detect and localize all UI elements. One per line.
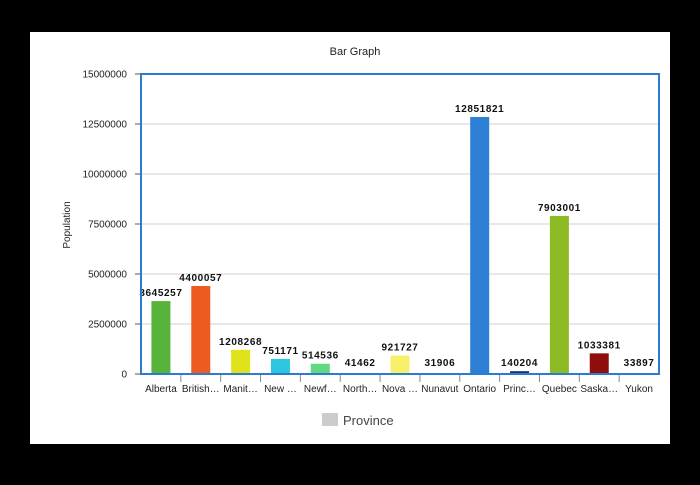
bar xyxy=(589,353,609,374)
bar-chart: Bar Graph Population 0 2500000 5000000 7500… xyxy=(62,46,660,428)
y-tick-label: 15000000 xyxy=(83,70,128,81)
data-label: 921727 xyxy=(382,343,419,354)
data-label: 41462 xyxy=(345,358,376,369)
x-category-label: Alberta xyxy=(145,384,177,395)
data-label: 514536 xyxy=(302,351,339,362)
bar xyxy=(549,215,569,374)
x-category-label: Yukon xyxy=(625,384,653,395)
y-tick-label: 5000000 xyxy=(88,270,127,281)
x-category-label: Nunavut xyxy=(421,384,458,395)
data-label: 33897 xyxy=(624,358,655,369)
y-tick-label: 12500000 xyxy=(83,120,128,131)
x-category-label: Ontario xyxy=(463,384,496,395)
bar xyxy=(470,116,490,375)
x-category-label: Quebec xyxy=(542,384,577,395)
x-category-label: Nova … xyxy=(382,384,418,395)
legend-label: Province xyxy=(343,413,394,428)
data-label: 3645257 xyxy=(139,288,182,299)
bar xyxy=(270,358,290,374)
bar xyxy=(510,371,530,374)
x-axis-categories: Alberta British… Manit… New … Newf… North… Nov… xyxy=(141,373,659,395)
y-tick-label: 10000000 xyxy=(83,170,128,181)
legend: Province xyxy=(322,413,394,428)
x-category-label: New … xyxy=(264,384,297,395)
data-label: 7903001 xyxy=(538,203,581,214)
bar xyxy=(310,363,330,374)
data-label: 31906 xyxy=(424,358,455,369)
legend-swatch xyxy=(322,413,338,426)
x-category-label: North… xyxy=(343,384,377,395)
bar xyxy=(390,355,410,374)
data-label: 140204 xyxy=(501,358,538,369)
bar xyxy=(231,349,251,374)
y-axis-label: Population xyxy=(62,201,73,248)
y-axis-ticks: 0 2500000 5000000 7500000 10000000 12500000 15… xyxy=(83,70,141,381)
gridlines xyxy=(141,123,659,325)
bar xyxy=(151,301,171,374)
data-label: 1208268 xyxy=(219,337,262,348)
bar xyxy=(191,285,211,374)
x-category-label: Manit… xyxy=(223,384,257,395)
y-tick-label: 2500000 xyxy=(88,320,127,331)
data-label: 751171 xyxy=(262,346,298,357)
bars xyxy=(151,116,649,375)
x-category-label: British… xyxy=(182,384,220,395)
x-category-label: Princ… xyxy=(503,384,536,395)
x-category-label: Saska… xyxy=(580,384,618,395)
y-tick-label: 0 xyxy=(121,370,127,381)
data-label: 1033381 xyxy=(578,340,621,351)
y-tick-label: 7500000 xyxy=(88,220,127,231)
data-label: 12851821 xyxy=(455,104,504,115)
chart-card: Bar Graph Population 0 2500000 5000000 7500… xyxy=(30,32,670,444)
chart-title: Bar Graph xyxy=(330,46,381,58)
x-category-label: Newf… xyxy=(304,384,337,395)
data-label: 4400057 xyxy=(179,273,222,284)
plot-area-frame xyxy=(140,73,660,375)
